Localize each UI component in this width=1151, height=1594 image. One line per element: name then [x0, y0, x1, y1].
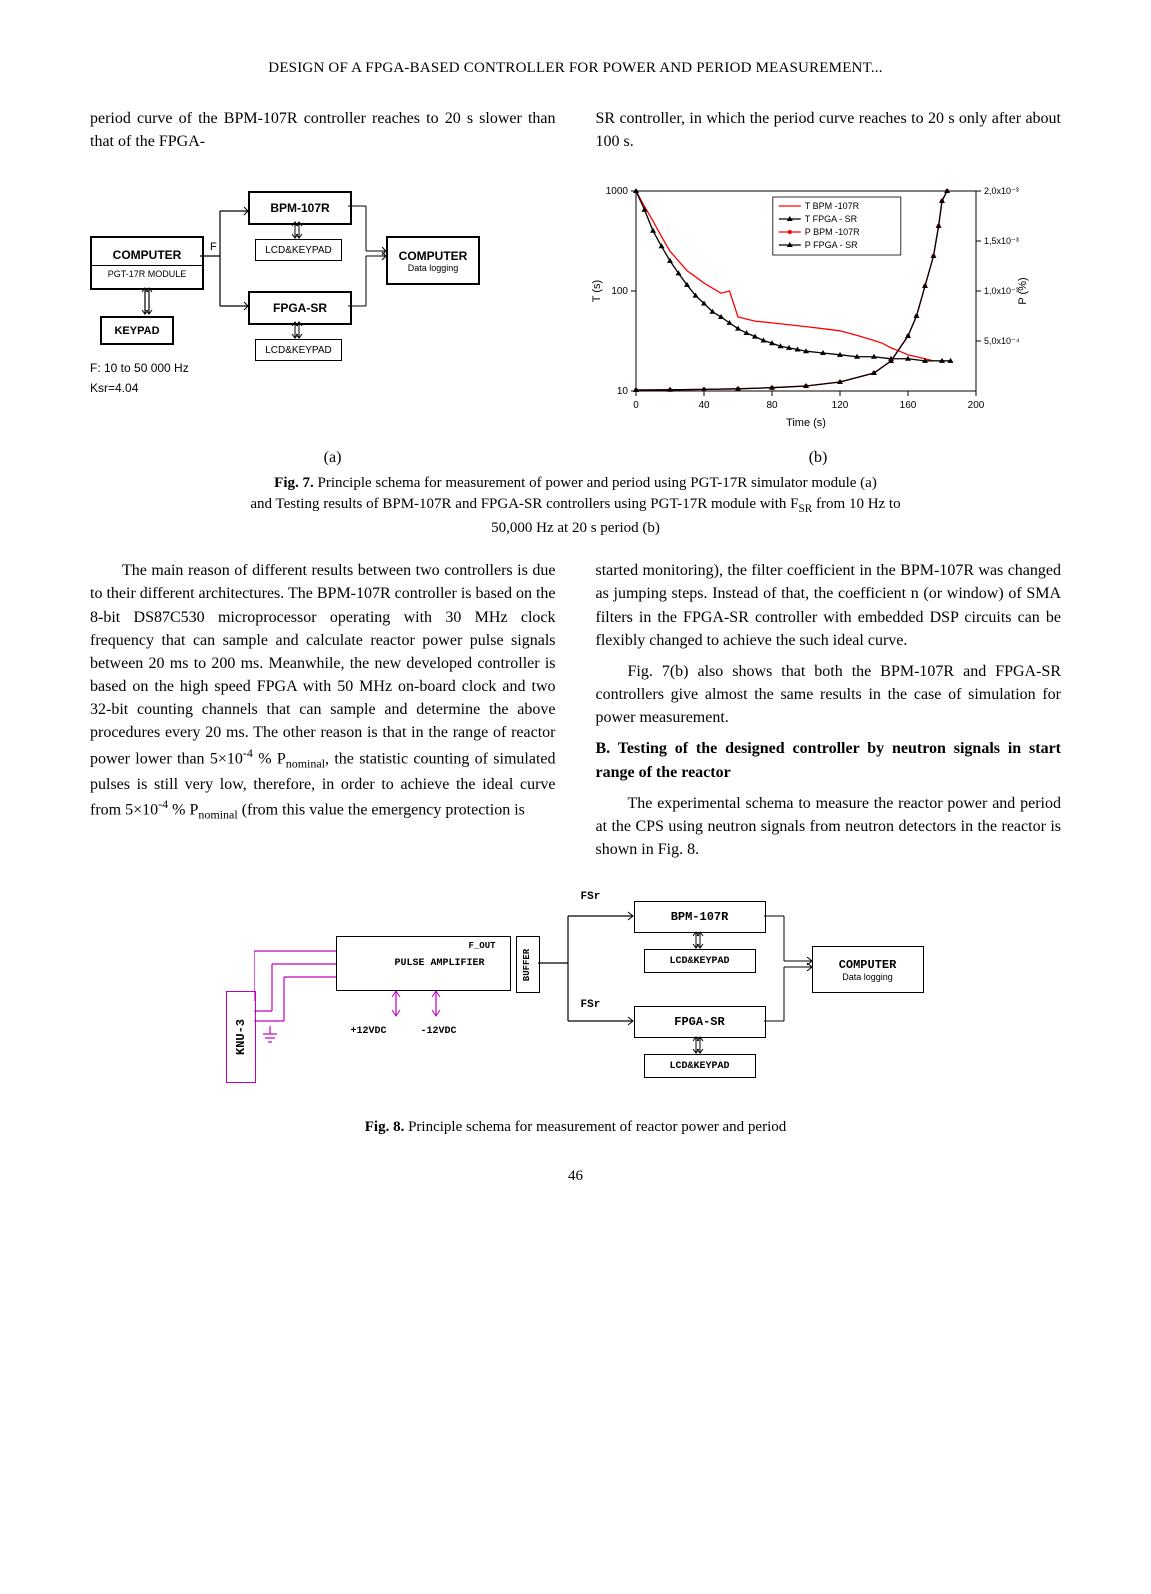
body-right-p3: The experimental schema to measure the r…: [596, 792, 1062, 862]
svg-text:120: 120: [831, 400, 848, 411]
top-para-right: SR controller, in which the period curve…: [596, 107, 1062, 153]
figure-7b: 0 40 80 120 160 200 Time (s) 10 100 1000 T (s) 5,0x…: [586, 181, 1062, 431]
arrow-icon: [140, 286, 154, 316]
arrow-icon: [290, 221, 304, 239]
arrow-icon: [290, 321, 304, 339]
fig8-lcdkeypad1: LCD&KEYPAD: [669, 956, 729, 967]
fig7a-f-label: F: 10 to 50 000 Hz: [90, 361, 189, 375]
fig8-computer-sub: Data logging: [842, 972, 893, 982]
top-paragraph-block: period curve of the BPM-107R controller …: [90, 107, 1061, 161]
running-head: DESIGN OF A FPGA-BASED CONTROLLER FOR PO…: [90, 60, 1061, 77]
section-b-heading: B. Testing of the designed controller by…: [596, 737, 1062, 783]
fig7a-bpm: BPM-107R: [270, 201, 329, 215]
fig8-lcdkeypad2: LCD&KEYPAD: [669, 1061, 729, 1072]
svg-text:200: 200: [967, 400, 984, 411]
svg-text:1000: 1000: [605, 186, 628, 197]
fig7a-fpga: FPGA-SR: [273, 301, 327, 315]
fig7a-computer1-sub: PGT-17R MODULE: [92, 265, 202, 279]
fig7-caption: Fig. 7. Principle schema for measurement…: [90, 473, 1061, 539]
fig7-label-b: (b): [809, 449, 828, 467]
body-right-p1: started monitoring), the filter coeffici…: [596, 559, 1062, 652]
fig7a-keypad: KEYPAD: [114, 325, 159, 337]
fig8-fsr1: FSr: [581, 891, 601, 903]
fig8-p12: +12VDC: [351, 1026, 387, 1037]
svg-text:160: 160: [899, 400, 916, 411]
fig7-label-a: (a): [324, 449, 342, 467]
buffer-split: [538, 901, 638, 1046]
fig8-n12: -12VDC: [421, 1026, 457, 1037]
arrow-icon: [691, 1036, 705, 1054]
knu-lines: [254, 936, 344, 1086]
power-arrows: [381, 991, 461, 1031]
page-number: 46: [90, 1168, 1061, 1185]
fig8-knu: KNU-3: [234, 1019, 248, 1055]
figure-8: KNU-3 SIGNAL +400VDC -400VDC PULSE AMP: [90, 881, 1061, 1138]
svg-text:P BPM -107R: P BPM -107R: [804, 227, 859, 237]
fig7a-lcdkeypad2: LCD&KEYPAD: [265, 345, 332, 356]
fig8-pulseamp: PULSE AMPLIFIER: [395, 958, 485, 970]
body-left-p1: The main reason of different results bet…: [90, 559, 556, 824]
fig8-fout: F_OUT: [469, 941, 496, 951]
fig8-fpga: FPGA-SR: [674, 1015, 724, 1029]
fig7a-lcdkeypad1: LCD&KEYPAD: [265, 245, 332, 256]
fig8-caption: Fig. 8. Principle schema for measurement…: [90, 1117, 1061, 1138]
arrow-icon: [691, 931, 705, 949]
figure-7a: COMPUTER PGT-17R MODULE KEYPAD F:: [90, 181, 566, 441]
connector-lines: [348, 201, 388, 316]
to-computer-lines: [764, 911, 814, 1026]
fig7a-computer1: COMPUTER: [113, 248, 182, 262]
svg-text:T FPGA - SR: T FPGA - SR: [804, 214, 857, 224]
fig8-fsr2: FSr: [581, 999, 601, 1011]
connector-lines: [200, 201, 250, 331]
svg-text:10: 10: [616, 386, 628, 397]
fig8-computer: COMPUTER: [839, 958, 897, 972]
svg-text:5,0x10⁻⁴: 5,0x10⁻⁴: [984, 336, 1020, 346]
svg-text:T BPM -107R: T BPM -107R: [804, 201, 859, 211]
fig7a-ksr: Ksr=4.04: [90, 381, 138, 395]
fig8-bpm: BPM-107R: [671, 910, 729, 924]
figure-7: COMPUTER PGT-17R MODULE KEYPAD F:: [90, 181, 1061, 539]
svg-text:1,5x10⁻³: 1,5x10⁻³: [984, 236, 1019, 246]
svg-text:1,0x10⁻³: 1,0x10⁻³: [984, 286, 1019, 296]
svg-text:80: 80: [766, 400, 778, 411]
svg-text:40: 40: [698, 400, 710, 411]
svg-text:0: 0: [633, 400, 639, 411]
fig7a-computer2: COMPUTER: [399, 249, 468, 263]
top-para-left: period curve of the BPM-107R controller …: [90, 107, 556, 153]
svg-text:T (s): T (s): [591, 280, 603, 302]
svg-text:2,0x10⁻³: 2,0x10⁻³: [984, 186, 1019, 196]
svg-text:P FPGA - SR: P FPGA - SR: [804, 240, 857, 250]
chart-svg: 0 40 80 120 160 200 Time (s) 10 100 1000 T (s) 5,0x…: [586, 181, 1036, 431]
svg-text:P (%): P (%): [1017, 278, 1029, 305]
svg-text:Time (s): Time (s): [786, 417, 826, 429]
svg-text:100: 100: [611, 286, 628, 297]
fig8-buffer: BUFFER: [523, 949, 533, 981]
body-right-p2: Fig. 7(b) also shows that both the BPM-1…: [596, 660, 1062, 730]
body-columns: The main reason of different results bet…: [90, 559, 1061, 861]
fig7a-computer2-sub: Data logging: [408, 263, 459, 273]
